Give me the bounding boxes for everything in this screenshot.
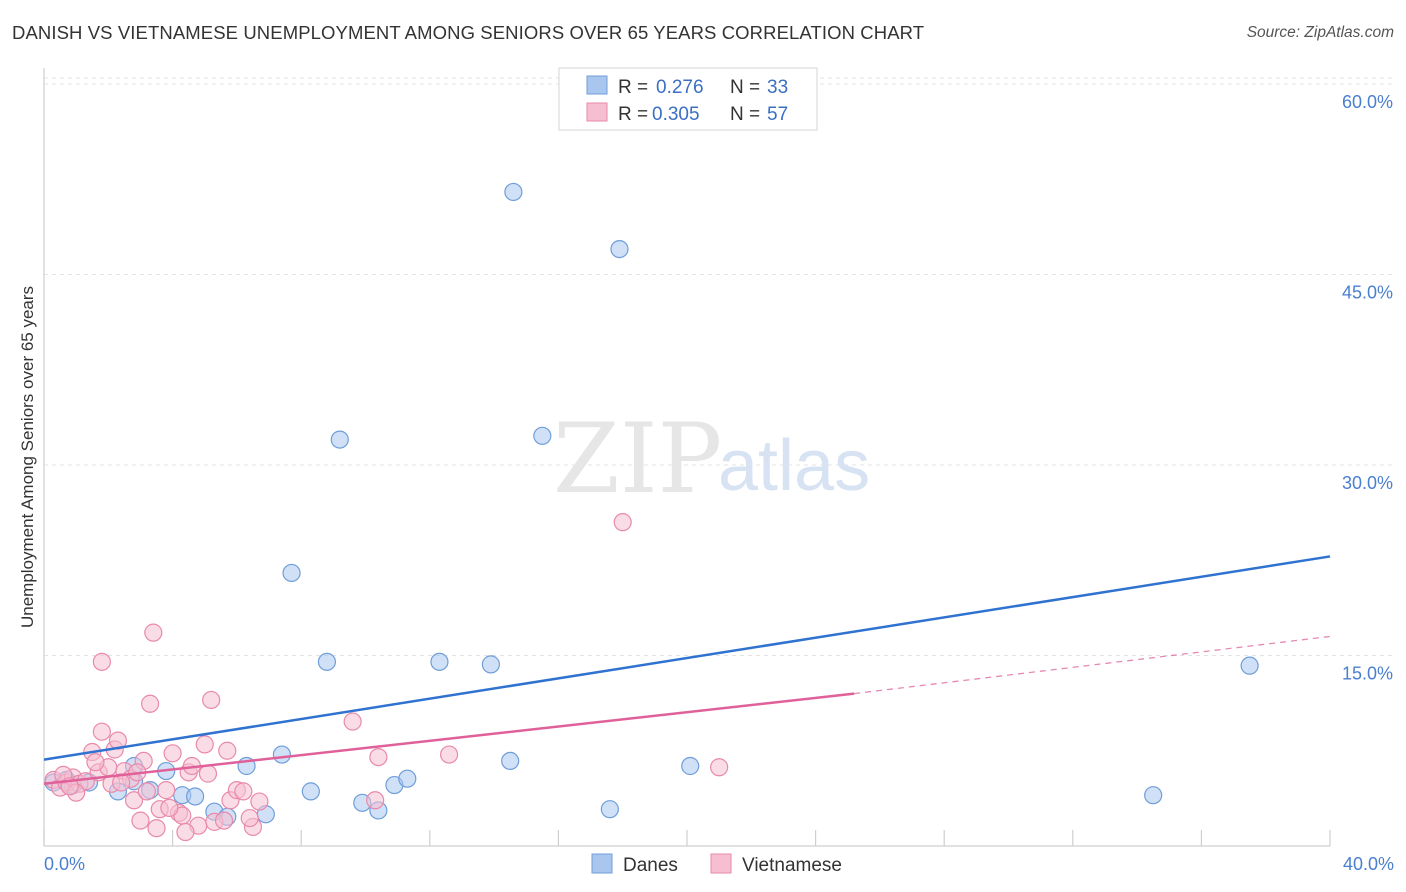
vietnamese-point-40 — [250, 792, 269, 811]
danes-point-17 — [301, 782, 320, 801]
stats-legend-r-danes: 0.276 — [656, 77, 704, 98]
stats-legend-swatch-danes — [586, 75, 608, 95]
vietnamese-point-33 — [202, 690, 221, 710]
y-tick-label-60: 60.0% — [1342, 92, 1393, 112]
vietnamese-point-16 — [124, 791, 144, 810]
stats-legend-n-label-danes: N = — [730, 77, 760, 98]
vietnamese-point-19 — [137, 782, 156, 801]
x-tick-label-max: 40.0% — [1343, 854, 1394, 874]
danes-point-28 — [533, 426, 552, 445]
danes-point-26 — [501, 751, 520, 771]
vietnamese-point-20 — [140, 694, 160, 713]
y-tick-label-45: 45.0% — [1342, 283, 1393, 303]
source-credit: Source: ZipAtlas.com — [1246, 24, 1394, 41]
danes-point-19 — [330, 430, 349, 449]
stats-legend-n-label-vietnamese: N = — [730, 104, 760, 125]
watermark-atlas: atlas — [718, 426, 870, 506]
danes-point-32 — [1144, 786, 1163, 805]
vietnamese-point-32 — [198, 764, 218, 783]
vietnamese-point-25 — [163, 744, 182, 763]
vietnamese-point-41 — [343, 712, 362, 731]
danes-point-24 — [430, 652, 449, 671]
danes-point-33 — [1240, 656, 1259, 675]
vietnamese-point-35 — [218, 741, 237, 760]
watermark-zip: ZIP — [553, 403, 722, 515]
vietnamese-point-42 — [366, 791, 385, 810]
danes-point-25 — [481, 655, 500, 674]
stats-legend-r-vietnamese: 0.305 — [652, 104, 700, 125]
stats-legend-r-label-vietnamese: R = — [618, 104, 648, 125]
gridlines — [44, 77, 1394, 656]
series-legend: Danes Vietnamese — [591, 853, 842, 876]
vietnamese-point-44 — [439, 745, 459, 764]
danes-point-10 — [186, 787, 205, 806]
vietnamese-point-24 — [157, 781, 176, 800]
vietnamese-point-8 — [92, 722, 111, 741]
y-axis-title: Unemployment Among Seniors over 65 years — [18, 286, 37, 628]
stats-legend-swatch-vietnamese — [586, 102, 608, 122]
vietnamese-point-43 — [369, 747, 388, 767]
vietnamese-point-38 — [234, 782, 253, 801]
danes-point-18 — [317, 652, 337, 671]
chart-title: DANISH VS VIETNAMESE UNEMPLOYMENT AMONG … — [12, 22, 925, 43]
vietnamese-point-50 — [160, 798, 179, 818]
legend-swatch-vietnamese — [710, 853, 732, 874]
x-tick-label-min: 0.0% — [44, 854, 85, 874]
stats-legend-n-danes: 33 — [767, 77, 788, 98]
danes-point-16 — [282, 563, 301, 583]
danes-point-23 — [398, 769, 417, 788]
y-tick-labels: 15.0% 30.0% 45.0% 60.0% — [1342, 92, 1393, 684]
danes-point-27 — [504, 182, 523, 202]
trend-lines — [43, 555, 1331, 786]
legend-label-vietnamese: Vietnamese — [742, 855, 842, 876]
danes-point-15 — [272, 745, 292, 764]
danes-point-30 — [610, 240, 629, 259]
vietnamese-point-46 — [710, 758, 729, 777]
legend-swatch-danes — [591, 853, 613, 874]
vietnamese-point-9 — [92, 652, 111, 671]
danes-point-31 — [681, 756, 700, 776]
watermark: ZIP atlas — [553, 403, 870, 515]
vietnamese-point-22 — [147, 819, 166, 838]
vietnamese-point-54 — [86, 753, 105, 772]
vietnamese-point-51 — [214, 811, 234, 830]
stats-legend-n-vietnamese: 57 — [767, 104, 788, 125]
danes-point-29 — [600, 800, 619, 819]
x-tick-marks — [43, 830, 1331, 846]
vietnamese-point-21 — [144, 623, 163, 642]
vietnamese-point-52 — [176, 822, 195, 842]
stats-legend: R = 0.276 N = 33 R = 0.305 N = 57 — [558, 67, 818, 131]
vietnamese-point-17 — [131, 811, 150, 830]
series-vietnamese-points — [44, 513, 729, 842]
y-tick-label-15: 15.0% — [1342, 664, 1393, 684]
vietnamese-point-45 — [613, 513, 632, 532]
vietnamese-trend-extension — [854, 635, 1331, 695]
vietnamese-point-56 — [240, 808, 259, 828]
stats-legend-r-label-danes: R = — [618, 77, 648, 98]
danes-trend-line — [43, 555, 1331, 761]
y-tick-label-30: 30.0% — [1342, 473, 1393, 493]
legend-label-danes: Danes — [623, 855, 678, 876]
vietnamese-trend-line — [43, 692, 855, 786]
vietnamese-point-31 — [195, 735, 214, 754]
